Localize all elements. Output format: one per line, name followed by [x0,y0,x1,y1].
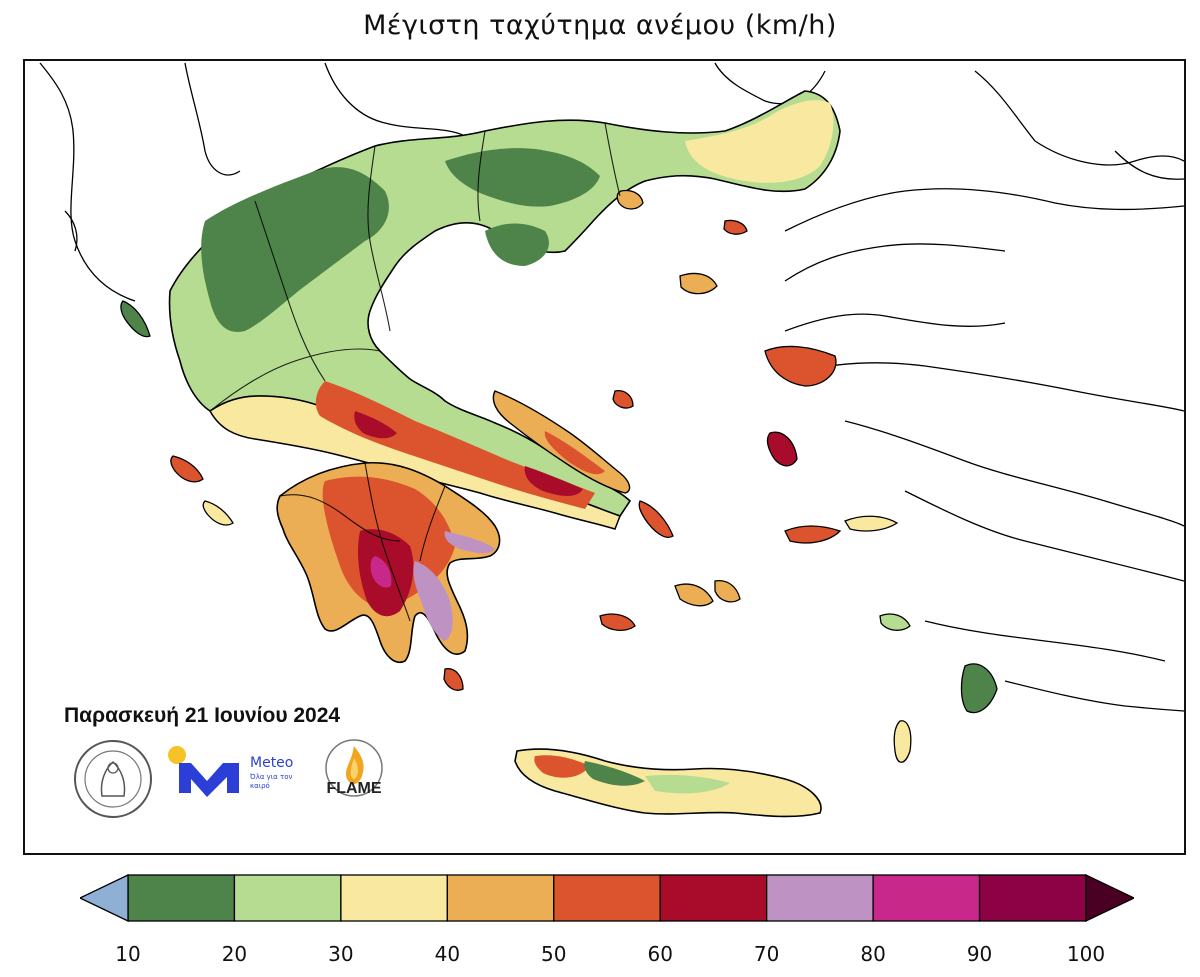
zone-taygetos-peak [370,556,392,588]
zone-parnon-very-strong [413,561,453,641]
island-karpathos [893,720,912,763]
academy-seal-logo [72,738,154,820]
colorbar-under-arrow [80,873,129,923]
colorbar-bin [446,874,555,922]
island-chios [766,431,798,467]
colorbar-tick-label: 90 [966,942,993,966]
colorbar-tick-label: 100 [1066,942,1106,966]
island-lemnos [679,272,718,295]
colorbar-tick-label: 40 [434,942,461,966]
island-samos [844,515,899,532]
zone-chalkidiki-inland [485,223,549,266]
island-thasos [616,189,644,210]
colorbar-tick-label: 30 [328,942,354,966]
colorbar-bin [340,874,448,922]
colorbar-tick-label: 10 [115,942,141,966]
zone-argolis-very-strong [444,531,495,554]
island-milos [599,613,636,631]
island-zakynthos [202,500,234,526]
colorbar-tick-label: 70 [753,942,780,966]
meteo-name: Meteo [250,755,294,771]
zone-parnassus-strong [354,411,397,439]
colorbar [80,873,1134,923]
island-kythira [443,668,464,691]
flame-name: FLAME [326,780,382,797]
island-rhodes [960,663,998,714]
zone-euboea-high-wind [544,431,605,475]
flame-logo: FLAME [318,738,390,804]
colorbar-bin [978,874,1087,922]
island-ikaria [784,525,842,544]
neighbor-borders [39,62,1184,712]
map-panel: Παρασκευή 21 Ιουνίου 2024 [23,59,1186,855]
colorbar-bin [553,874,661,922]
island-naxos [674,583,714,607]
forecast-date: Παρασκευή 21 Ιουνίου 2024 [64,704,341,727]
island-amorgos [714,580,741,603]
colorbar-bins [127,874,1087,922]
colorbar-bin [872,874,981,922]
island-skyros [612,390,634,409]
zone-crete-west-high [534,755,590,778]
island-corfu [120,300,151,338]
island-samothrace [723,219,748,235]
island-lesvos [764,345,837,387]
colorbar-bin [659,874,768,922]
colorbar-bin [127,874,236,922]
zone-macedonia-low-wind [445,148,600,207]
meteo-logo: Meteo Όλα για τον καιρό [167,745,297,797]
colorbar-bin [233,874,342,922]
map-title: Μέγιστη ταχύτημα ανέμου (km/h) [363,10,837,41]
colorbar-tick-label: 50 [541,942,567,966]
island-kefalonia [170,455,204,483]
meteo-tagline: Όλα για τον καιρό [250,773,293,790]
greece-wind-map [39,62,1184,818]
admin-borders [209,122,621,622]
island-kos [879,613,911,631]
colorbar-over-arrow [1085,873,1134,923]
colorbar-tick-label: 20 [221,942,248,966]
zone-pindus-low-wind [201,167,389,332]
zone-attica-strong [524,466,583,496]
colorbar-tick-label: 60 [647,942,673,966]
zone-central-greece-high-wind [315,381,595,509]
zone-crete-east-moderate [645,774,730,794]
zone-crete-central-low [584,761,645,786]
colorbar-bin [766,874,874,922]
colorbar-tick-label: 80 [860,942,886,966]
zone-thrace [685,100,834,183]
island-andros-tinos [638,500,674,538]
